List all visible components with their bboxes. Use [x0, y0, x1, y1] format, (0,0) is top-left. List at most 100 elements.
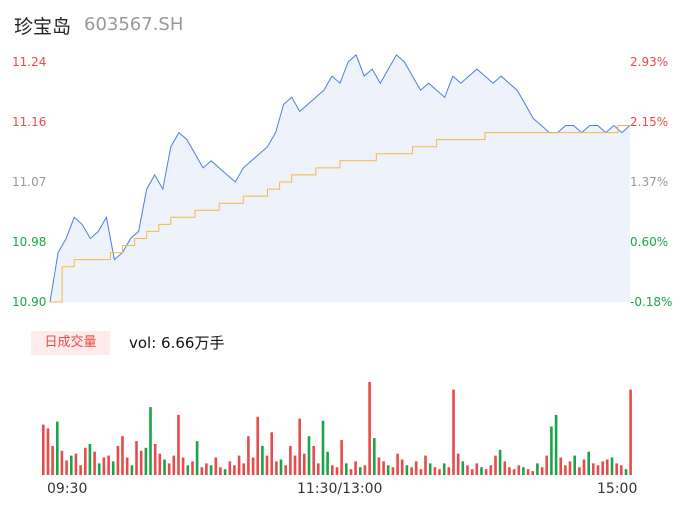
- volume-bar: [167, 463, 171, 475]
- volume-bar: [494, 455, 497, 475]
- volume-bar: [228, 461, 232, 475]
- volume-bar: [438, 469, 441, 475]
- volume-bar: [293, 455, 297, 475]
- volume-bar: [466, 465, 469, 475]
- volume-bar: [615, 463, 618, 475]
- volume-bar: [317, 463, 320, 475]
- volume-bar: [498, 449, 502, 475]
- volume-bar: [456, 453, 460, 475]
- percent-tick-label: 0.60%: [630, 235, 669, 249]
- volume-bar: [209, 465, 213, 475]
- volume-bar: [205, 463, 208, 475]
- volume-bar: [60, 450, 64, 476]
- price-tick-label: 11.07: [12, 175, 47, 189]
- volume-bar: [247, 436, 250, 475]
- volume-bar: [363, 465, 367, 475]
- volume-bar: [46, 428, 50, 475]
- volume-bar: [312, 445, 315, 475]
- volume-bar: [554, 414, 558, 475]
- volume-bar: [331, 465, 334, 475]
- volume-bar: [489, 465, 493, 475]
- volume-bar: [233, 465, 236, 475]
- volume-bar: [70, 455, 73, 475]
- volume-bar: [251, 457, 255, 475]
- volume-bar: [51, 445, 54, 475]
- volume-bar: [522, 467, 525, 475]
- volume-bar: [536, 463, 539, 475]
- volume-bar: [321, 420, 325, 475]
- volume-bar: [303, 453, 306, 475]
- volume-bar: [284, 465, 287, 475]
- volume-bar: [256, 416, 259, 475]
- volume-bar: [396, 453, 399, 475]
- volume-bar: [377, 457, 381, 475]
- time-tick-label: 15:00: [597, 481, 638, 497]
- volume-bar: [219, 467, 222, 475]
- volume-bar: [307, 436, 311, 475]
- volume-bar: [447, 467, 451, 475]
- volume-bar: [191, 461, 194, 475]
- volume-bar: [242, 463, 245, 475]
- volume-bar: [610, 457, 614, 475]
- volume-bar: [326, 451, 329, 475]
- volume-bar: [200, 467, 204, 475]
- volume-bar: [130, 465, 134, 475]
- volume-bar: [419, 469, 423, 475]
- volume-bar: [373, 438, 376, 475]
- price-area-fill: [50, 54, 630, 303]
- volume-bar: [97, 463, 101, 475]
- volume-bar: [587, 451, 590, 475]
- volume-bar: [564, 465, 567, 475]
- volume-bar: [592, 463, 595, 475]
- volume-bar: [517, 465, 521, 475]
- volume-bar: [186, 465, 190, 475]
- percent-tick-label: 2.15%: [630, 115, 669, 129]
- volume-bar: [158, 453, 162, 475]
- volume-bar: [400, 459, 404, 475]
- volume-bar: [163, 459, 166, 475]
- volume-bar: [195, 441, 199, 475]
- volume-bar: [428, 463, 432, 475]
- volume-bar: [74, 453, 78, 475]
- volume-bar: [386, 465, 390, 475]
- volume-bar: [340, 440, 343, 475]
- volume-bar: [172, 455, 176, 475]
- volume-bar: [405, 465, 409, 475]
- volume-bar: [512, 469, 516, 475]
- percent-tick-label: 1.37%: [630, 175, 669, 189]
- volume-bar: [461, 461, 465, 475]
- volume-bar: [545, 455, 548, 475]
- volume-bar: [265, 455, 269, 475]
- volume-bar: [480, 467, 483, 475]
- volume-bar: [237, 455, 241, 475]
- volume-bar: [452, 389, 455, 475]
- volume-bar: [391, 467, 395, 475]
- volume-bar: [578, 467, 581, 475]
- volume-bar: [275, 461, 278, 475]
- volume-bar: [606, 459, 609, 475]
- volume-value: vol: 6.66万手: [129, 334, 225, 352]
- volume-bar: [107, 455, 110, 475]
- volume-bar: [596, 465, 600, 475]
- percent-tick-label: -0.18%: [630, 295, 673, 309]
- volume-bar: [223, 469, 227, 475]
- volume-bar: [573, 455, 576, 475]
- volume-bar: [79, 465, 82, 475]
- volume-bar: [550, 426, 553, 475]
- volume-bar: [629, 389, 632, 475]
- price-tick-label: 10.90: [12, 295, 47, 309]
- price-tick-label: 11.24: [12, 55, 47, 69]
- volume-bar: [261, 445, 264, 475]
- percent-tick-label: 2.93%: [630, 55, 669, 69]
- daily-volume-tab[interactable]: 日成交量: [31, 331, 110, 355]
- volume-bar: [526, 469, 530, 475]
- volume-bar: [177, 414, 180, 475]
- volume-bar: [298, 418, 301, 475]
- volume-bar: [484, 469, 488, 475]
- volume-bar: [359, 467, 362, 475]
- volume-bar: [279, 459, 283, 475]
- volume-bar: [121, 436, 124, 475]
- volume-bar: [624, 469, 628, 475]
- volume-bar: [102, 457, 106, 475]
